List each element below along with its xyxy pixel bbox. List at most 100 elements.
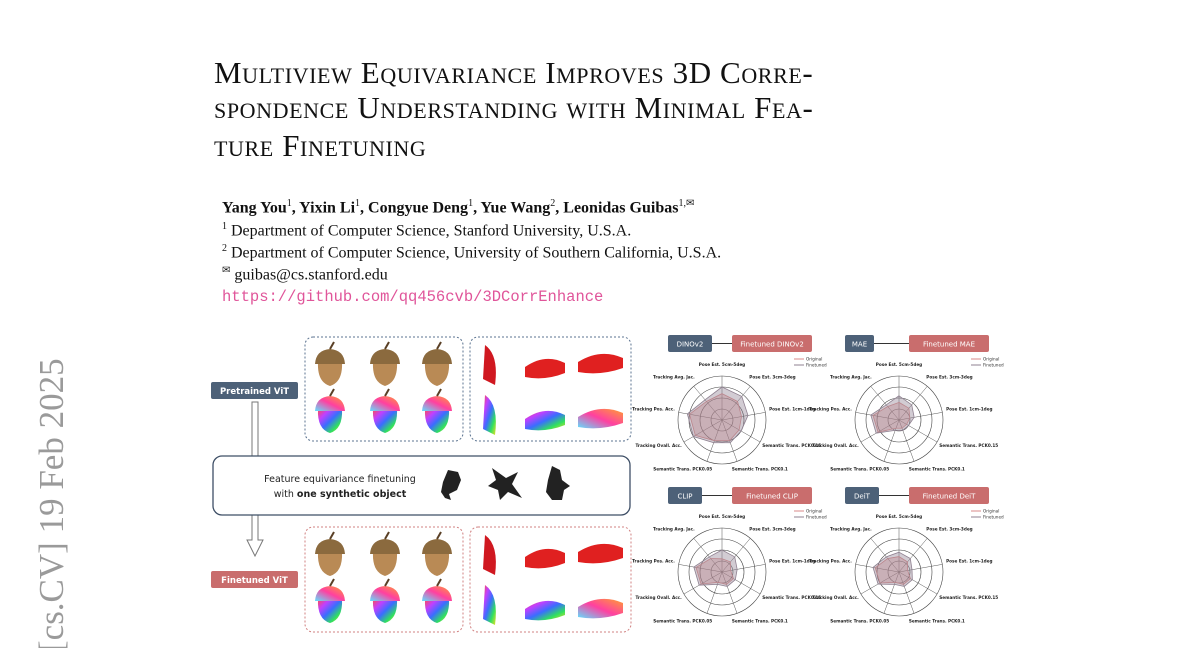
finetuned-label: Finetuned DeiT [923, 493, 976, 501]
code-url[interactable]: https://github.com/qq456cvb/3DCorrEnhanc… [222, 288, 604, 306]
acorn-stem [436, 531, 442, 540]
acorn-stem [384, 578, 390, 587]
title-line: Multiview Equivariance Improves 3D Corre… [214, 55, 814, 90]
stapler [483, 395, 496, 435]
acorn-body [317, 409, 343, 433]
acorn-body [317, 552, 343, 576]
radar-area [689, 393, 742, 442]
radar-axis-label: Tracking Pos. Acc. [632, 559, 675, 564]
arxiv-stamp: [cs.CV] 19 Feb 2025 [32, 358, 71, 648]
acorn-body [372, 362, 398, 386]
legend-label: Finetuned [983, 363, 1004, 368]
finetuned-tag [909, 335, 989, 352]
radar-axis-label: Pose Est. 1cm-1deg [946, 559, 992, 564]
acorn-stem [436, 578, 442, 587]
author-affiliation: 1 [355, 198, 361, 209]
affiliation-mark: 1 [222, 221, 227, 232]
radar-spoke [870, 386, 900, 421]
author-name: Yixin Li [299, 199, 356, 217]
acorn-cap [370, 396, 400, 411]
affiliation-text: Department of Computer Science, Universi… [231, 244, 722, 262]
radar-spoke [693, 538, 723, 573]
model-tag [668, 487, 702, 504]
author-affiliation: 2 [550, 198, 556, 209]
radar-spoke [898, 571, 938, 595]
radar-axis-label: Pose Est. 3cm-3deg [926, 527, 972, 532]
radar-area [872, 401, 911, 433]
radar-axis-label: Pose Est. 5cm-5deg [699, 362, 745, 367]
acorn-cap [315, 396, 345, 411]
image-box [469, 336, 632, 442]
radar-axis-label: Pose Est. 5cm-5deg [876, 514, 922, 519]
stapler [483, 535, 496, 575]
finetune-text: with [274, 489, 297, 500]
radar-axis-label: Semantic Trans. PCK0.1 [909, 619, 965, 624]
acorn-body [424, 409, 450, 433]
radar-panel: CLIP Finetuned CLIP Pose Est. 5cm-5deg Pose… [632, 487, 827, 624]
author-name: Yang You [222, 199, 287, 217]
finetune-text: with one synthetic object [274, 489, 407, 500]
radar-axis-label: Semantic Trans. PCK0.05 [653, 619, 712, 624]
radar-spoke [870, 538, 900, 573]
radar-axis-label: Semantic Trans. PCK0.1 [732, 467, 788, 472]
radar-axis-label: Semantic Trans. PCK0.1 [732, 619, 788, 624]
radar-spoke [683, 419, 723, 443]
radar-axis-label: Tracking Avg. Jac. [653, 375, 695, 380]
author-affiliation: 1 [468, 198, 474, 209]
acorn-body [372, 409, 398, 433]
acorn-stem [384, 341, 390, 350]
acorn-stem [384, 531, 390, 540]
acorn [370, 388, 400, 433]
acorn [315, 341, 345, 386]
authors: Yang You1, Yixin Li1, Congyue Deng1, Yue… [222, 198, 694, 217]
radar-axis-label: Pose Est. 3cm-3deg [926, 375, 972, 380]
author-name: Yue Wang [480, 199, 551, 217]
radar-spoke [678, 564, 723, 573]
acorn-cap [422, 586, 452, 601]
radar-spoke [721, 571, 738, 614]
author-name: Congyue Deng [368, 199, 469, 217]
legend-label: Finetuned [806, 515, 827, 520]
legend-label: Finetuned [806, 363, 827, 368]
tag-bg [211, 571, 298, 588]
author-separator: , [360, 199, 369, 217]
finetuned-tag [909, 487, 989, 504]
radar-spoke [678, 412, 723, 421]
stapler [578, 598, 623, 619]
radar-axis-label: Tracking Ovall. Acc. [636, 595, 683, 600]
acorn-cap [422, 396, 452, 411]
author-affiliation: 1 [286, 198, 292, 209]
radar-spoke [898, 386, 928, 421]
radar-spoke [721, 571, 761, 595]
model-tag [845, 487, 879, 504]
acorn-stem [329, 341, 335, 350]
author-separator: , [555, 199, 564, 217]
acorn-body [424, 599, 450, 623]
radar-axis-label: Tracking Avg. Jac. [830, 375, 872, 380]
radar-spoke [898, 419, 915, 462]
radar-spoke [721, 386, 751, 421]
legend-label: Original [806, 357, 822, 362]
acorn-body [424, 362, 450, 386]
affiliation: 2 Department of Computer Science, Univer… [222, 243, 721, 262]
stapler [525, 600, 565, 621]
radar-spoke [855, 412, 900, 421]
radar-area [693, 549, 738, 587]
finetuned-label: Finetuned CLIP [746, 493, 798, 501]
acorn-cap [370, 539, 400, 554]
radar-spoke [721, 412, 766, 421]
stapler [525, 548, 565, 569]
author-name: Leonidas Guibas [563, 199, 679, 217]
radar-area [695, 558, 734, 585]
finetuned-label: Finetuned MAE [923, 341, 975, 349]
radar-axis-label: Semantic Trans. PCK0.05 [830, 619, 889, 624]
author-separator: , [291, 199, 300, 217]
stapler [525, 358, 565, 379]
finetune-text-bold: one synthetic object [297, 489, 407, 500]
author-affiliation: 1,✉ [678, 198, 695, 209]
acorn-stem [329, 388, 335, 397]
model-tag [845, 335, 874, 352]
acorn-cap [422, 539, 452, 554]
radar-axis-label: Pose Est. 3cm-3deg [749, 375, 795, 380]
